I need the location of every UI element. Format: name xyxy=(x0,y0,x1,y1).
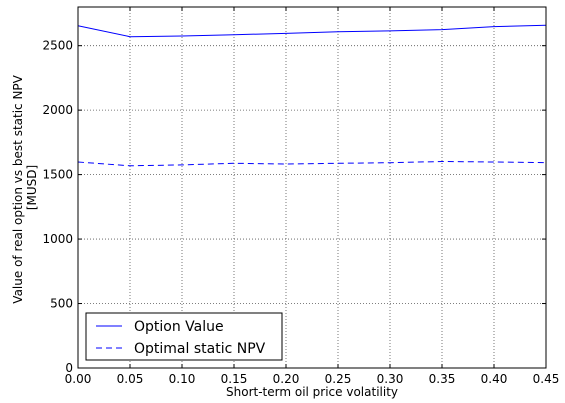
y-tick-label: 1500 xyxy=(42,168,73,182)
legend-label-option-value: Option Value xyxy=(134,319,224,335)
x-tick-label: 0.35 xyxy=(429,372,456,386)
legend-box xyxy=(85,312,283,361)
x-tick-label: 0.10 xyxy=(169,372,196,386)
x-tick-label: 0.40 xyxy=(481,372,508,386)
axis-ticks: 0.00 0.05 0.10 0.15 0.20 0.25 0.30 0.35 0.40 0.45… xyxy=(42,7,559,386)
y-tick-label: 2500 xyxy=(42,39,73,53)
y-axis-label-line-2: [MUSD] xyxy=(25,165,39,210)
y-axis-label-line-1: Value of real option vs best static NPV xyxy=(11,74,25,303)
x-tick-label: 0.25 xyxy=(325,372,352,386)
legend: Option Value Optimal static NPV xyxy=(85,312,283,361)
x-tick-label: 0.30 xyxy=(377,372,404,386)
series-line-option-value xyxy=(77,24,547,38)
x-tick-label: 0.20 xyxy=(273,372,300,386)
y-tick-label: 1000 xyxy=(42,232,73,246)
y-tick-label: 2000 xyxy=(42,103,73,117)
x-tick-label: 0.05 xyxy=(117,372,144,386)
plot-frame xyxy=(77,6,547,369)
x-tick-label: 0.00 xyxy=(65,372,92,386)
y-tick-label: 500 xyxy=(50,297,73,311)
x-tick-label: 0.45 xyxy=(533,372,560,386)
x-tick-label: 0.15 xyxy=(221,372,248,386)
legend-label-optimal-static-npv: Optimal static NPV xyxy=(134,341,266,357)
series-lines xyxy=(77,24,547,167)
y-tick-label: 0 xyxy=(65,361,73,375)
y-axis-label: Value of real option vs best static NPV … xyxy=(11,71,39,303)
series-line-optimal-static-npv xyxy=(77,160,547,167)
x-axis-label: Short-term oil price volatility xyxy=(226,385,398,399)
